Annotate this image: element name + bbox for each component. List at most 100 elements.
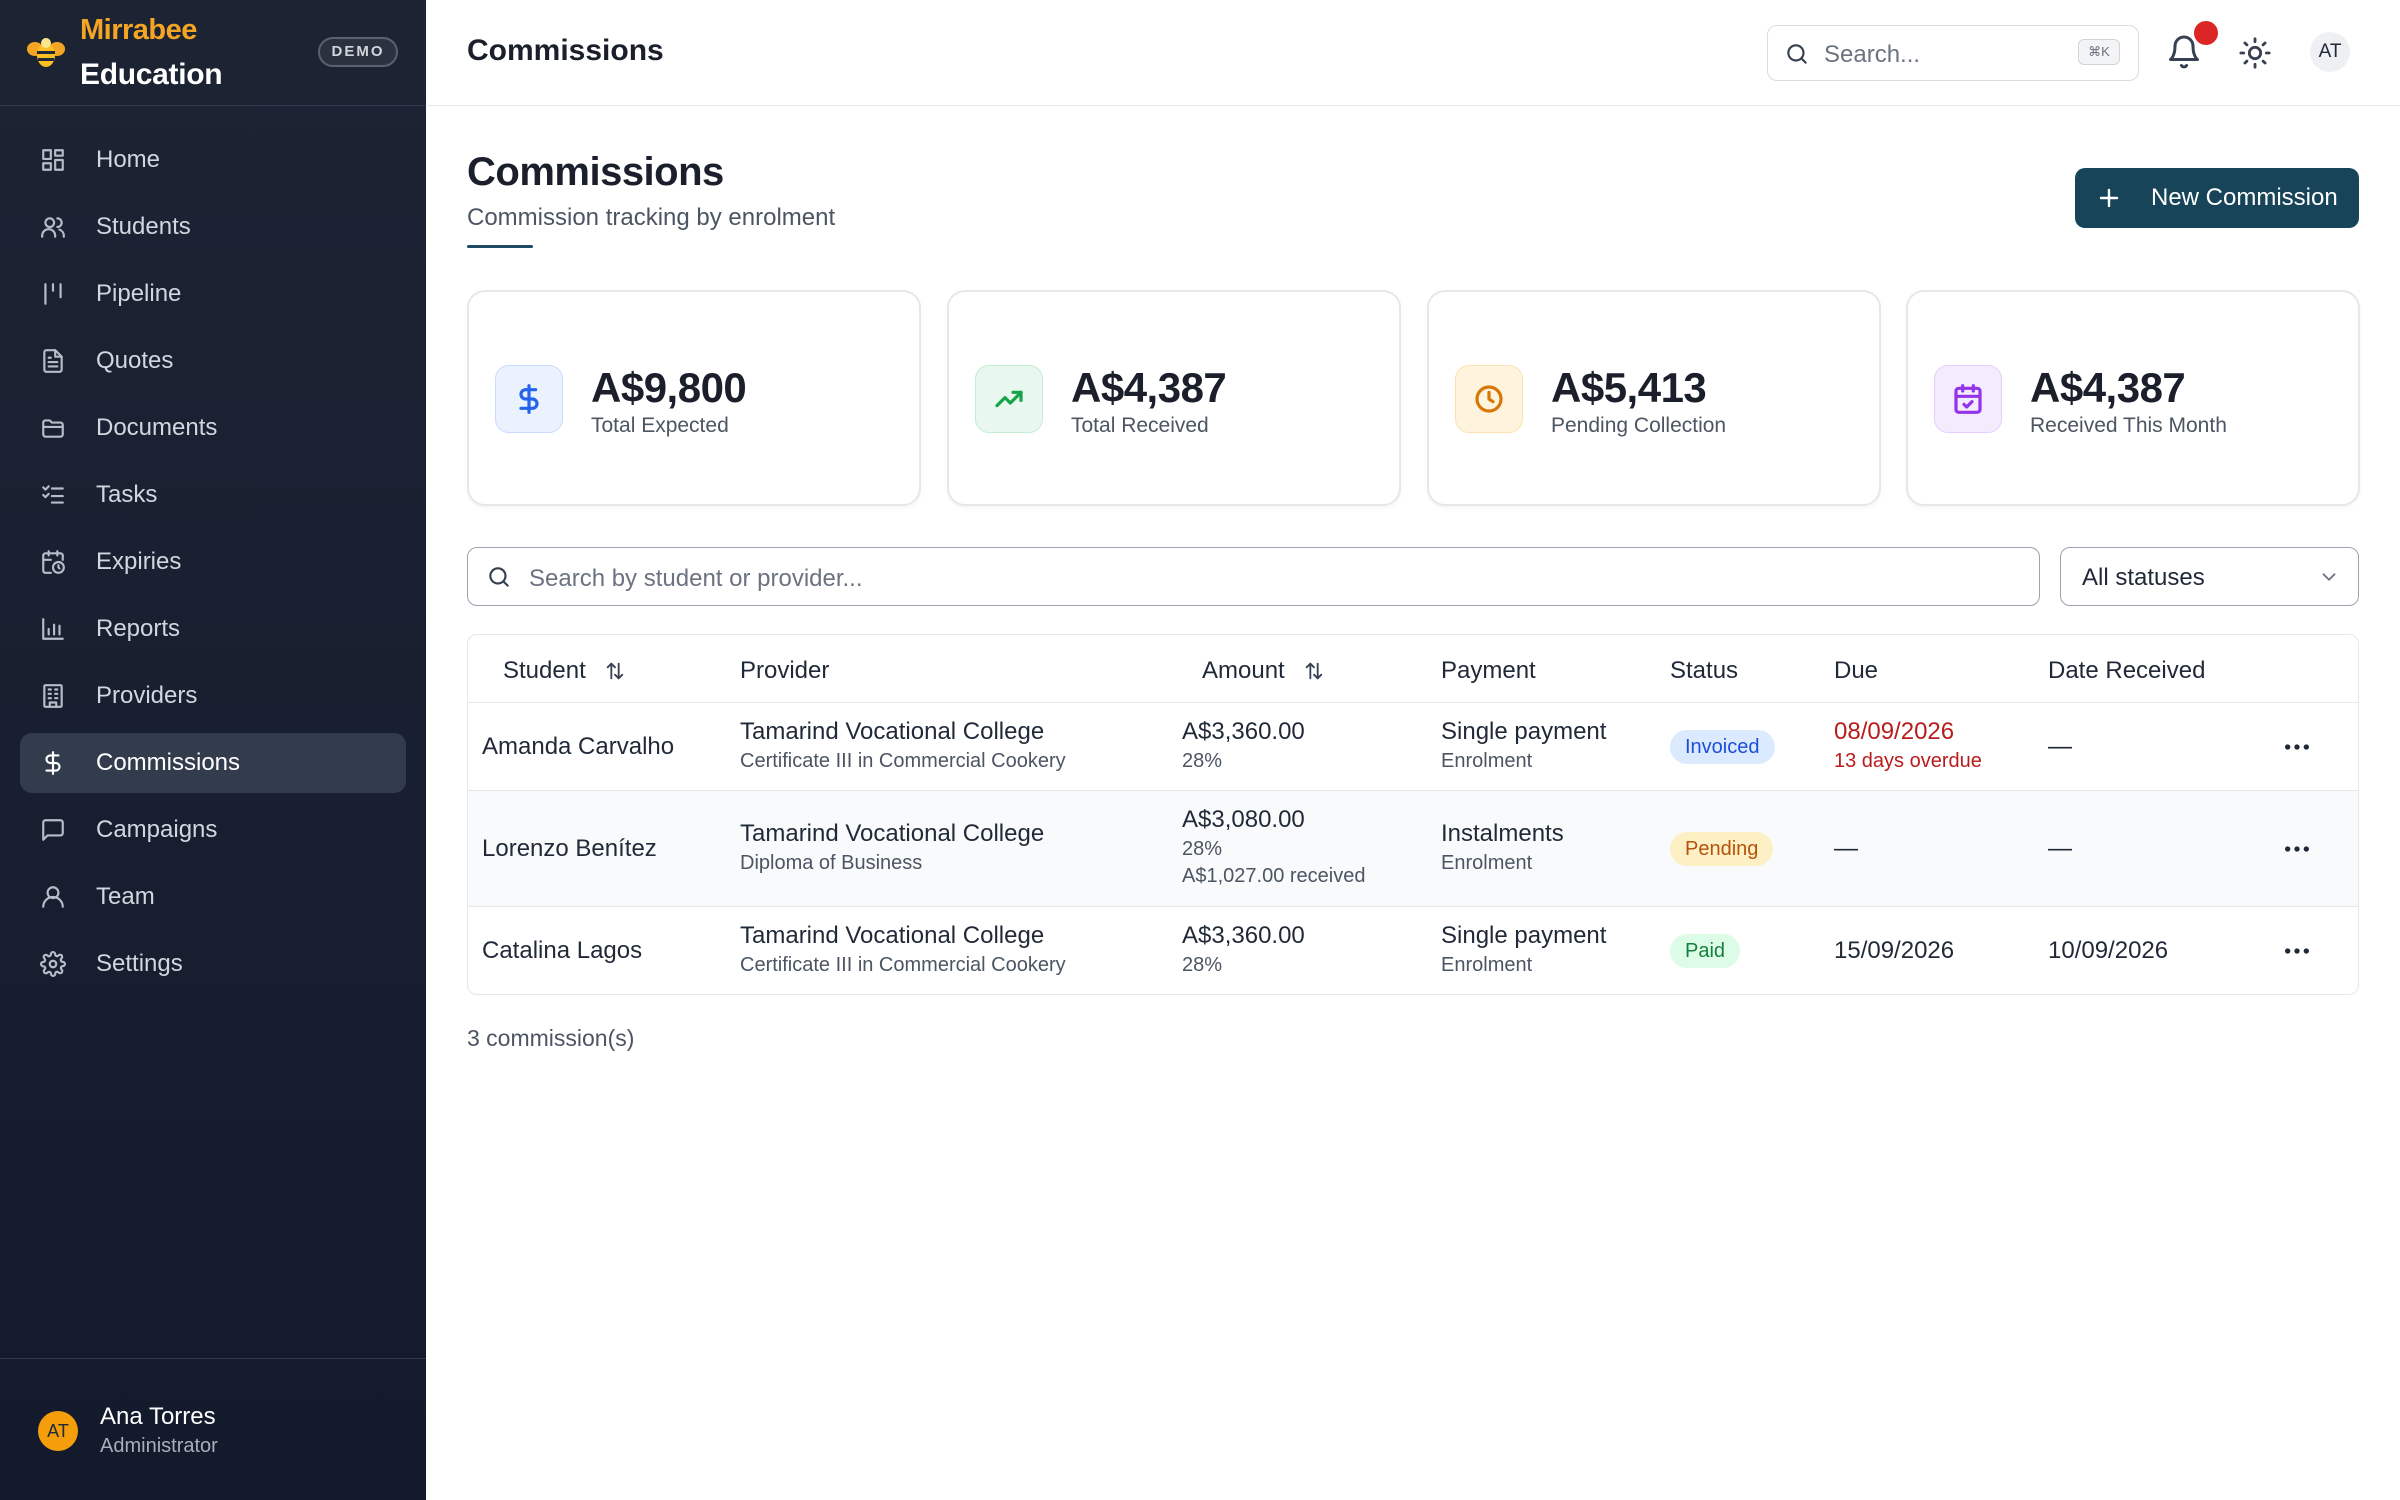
status-filter-select[interactable]: All statuses xyxy=(2060,547,2359,606)
course-name: Diploma of Business xyxy=(740,852,923,874)
column-label: Student xyxy=(503,657,586,684)
dollar-icon xyxy=(38,748,68,778)
column-header-amount[interactable]: Amount xyxy=(1202,657,1325,685)
status-cell: Invoiced xyxy=(1670,730,1775,764)
sidebar-item-label: Pipeline xyxy=(96,280,182,307)
user-name: Ana Torres xyxy=(100,1403,216,1430)
sidebar-item-team[interactable]: Team xyxy=(20,867,406,927)
sidebar-item-expiries[interactable]: Expiries xyxy=(20,532,406,592)
sort-icon xyxy=(1305,662,1322,680)
sidebar-item-reports[interactable]: Reports xyxy=(20,599,406,659)
sidebar-item-quotes[interactable]: Quotes xyxy=(20,331,406,391)
sidebar-item-pipeline[interactable]: Pipeline xyxy=(20,264,406,324)
calendar-check-icon xyxy=(1934,365,2002,433)
sidebar-item-label: Documents xyxy=(96,414,218,441)
provider-name: Tamarind Vocational College xyxy=(740,922,1045,949)
payment-cell: Single payment Enrolment xyxy=(1441,922,1606,977)
payment-method: Instalments xyxy=(1441,820,1564,847)
users-icon xyxy=(38,212,68,242)
amount-cell: A$3,360.00 28% xyxy=(1182,718,1305,773)
column-header-provider: Provider xyxy=(740,657,829,685)
brand-subname: Education xyxy=(80,58,223,91)
search-icon xyxy=(489,567,509,587)
new-commission-button[interactable]: New Commission xyxy=(2075,168,2359,228)
stat-value: A$5,413 xyxy=(1551,364,1707,411)
topbar-title: Commissions xyxy=(467,34,664,67)
sun-icon[interactable] xyxy=(2238,36,2272,70)
sidebar-item-settings[interactable]: Settings xyxy=(20,934,406,994)
commission-search-input[interactable]: Search by student or provider... xyxy=(467,547,2040,606)
stat-label: Received This Month xyxy=(2030,414,2227,437)
received-note: A$1,027.00 received xyxy=(1182,865,1366,887)
bee-logo-icon xyxy=(27,38,65,67)
sidebar-item-label: Home xyxy=(96,146,161,173)
sidebar-item-label: Tasks xyxy=(96,481,158,508)
table-row[interactable]: Catalina Lagos Tamarind Vocational Colle… xyxy=(468,907,2358,994)
sidebar-item-documents[interactable]: Documents xyxy=(20,398,406,458)
course-name: Certificate III in Commercial Cookery xyxy=(740,750,1066,772)
student-name: Amanda Carvalho xyxy=(482,733,675,760)
bell-icon[interactable] xyxy=(2166,32,2202,72)
new-commission-label: New Commission xyxy=(2151,184,2338,211)
amount-value: A$3,080.00 xyxy=(1182,806,1305,833)
sidebar-item-students[interactable]: Students xyxy=(20,197,406,257)
commission-rate: 28% xyxy=(1182,954,1223,976)
payment-type: Enrolment xyxy=(1441,852,1533,874)
sidebar-item-label: Students xyxy=(96,213,191,240)
column-label: Due xyxy=(1834,657,1879,684)
payment-type: Enrolment xyxy=(1441,954,1533,976)
folder-icon xyxy=(38,413,68,443)
stat-card-total-expected: A$9,800 Total Expected xyxy=(467,290,921,506)
amount-value: A$3,360.00 xyxy=(1182,922,1305,949)
page-subtitle: Commission tracking by enrolment xyxy=(467,204,836,231)
sidebar-item-label: Campaigns xyxy=(96,816,218,843)
stat-card-received-this-month: A$4,387 Received This Month xyxy=(1906,290,2360,506)
more-options-icon[interactable] xyxy=(2281,731,2313,763)
bar-chart-icon xyxy=(38,614,68,644)
avatar[interactable]: AT xyxy=(2310,32,2350,72)
payment-method: Single payment xyxy=(1441,718,1607,745)
stat-card-pending-collection: A$5,413 Pending Collection xyxy=(1427,290,1881,506)
sidebar-item-tasks[interactable]: Tasks xyxy=(20,465,406,525)
user-role: Administrator xyxy=(100,1435,218,1457)
pipeline-icon xyxy=(38,279,68,309)
user-profile[interactable]: AT Ana Torres Administrator xyxy=(0,1358,426,1500)
sidebar-item-providers[interactable]: Providers xyxy=(20,666,406,726)
column-label: Payment xyxy=(1441,657,1536,684)
date-received: — xyxy=(2048,733,2072,760)
provider-cell: Tamarind Vocational College Certificate … xyxy=(740,718,1066,773)
amount-value: A$3,360.00 xyxy=(1182,718,1305,745)
global-search-input[interactable]: Search... ⌘K xyxy=(1767,25,2139,81)
provider-cell: Tamarind Vocational College Certificate … xyxy=(740,922,1066,977)
dollar-icon xyxy=(495,365,563,433)
table-row[interactable]: Amanda Carvalho Tamarind Vocational Coll… xyxy=(468,703,2358,791)
sidebar-item-commissions[interactable]: Commissions xyxy=(20,733,406,793)
plus-icon xyxy=(2099,188,2119,208)
commissions-table: Student Provider Amount Payment Status D… xyxy=(467,634,2359,995)
column-label: Provider xyxy=(740,657,830,684)
student-name: Catalina Lagos xyxy=(482,937,643,964)
column-header-student[interactable]: Student xyxy=(503,657,626,685)
student-name: Lorenzo Benítez xyxy=(482,835,657,862)
stat-value: A$9,800 xyxy=(591,364,747,411)
trending-up-icon xyxy=(975,365,1043,433)
sidebar-item-label: Settings xyxy=(96,950,183,977)
sidebar-item-campaigns[interactable]: Campaigns xyxy=(20,800,406,860)
sidebar-item-home[interactable]: Home xyxy=(20,130,406,190)
grid-icon xyxy=(38,145,68,175)
more-options-icon[interactable] xyxy=(2281,935,2313,967)
table-row[interactable]: Lorenzo Benítez Tamarind Vocational Coll… xyxy=(468,791,2358,907)
shortcut-hint: ⌘K xyxy=(2078,39,2120,65)
chevron-down-icon xyxy=(2322,573,2336,581)
stat-card-total-received: A$4,387 Total Received xyxy=(947,290,1401,506)
status-filter-value: All statuses xyxy=(2082,564,2205,591)
sidebar-nav: Home Students Pipeline Quotes Documents … xyxy=(20,130,406,1001)
more-options-icon[interactable] xyxy=(2281,833,2313,865)
column-header-due: Due xyxy=(1834,657,1878,685)
commission-count: 3 commission(s) xyxy=(467,1025,635,1051)
date-received: — xyxy=(2048,835,2072,862)
due-date: 08/09/2026 xyxy=(1834,718,1955,745)
avatar: AT xyxy=(38,1411,78,1451)
course-name: Certificate III in Commercial Cookery xyxy=(740,954,1066,976)
column-header-status: Status xyxy=(1670,657,1738,685)
